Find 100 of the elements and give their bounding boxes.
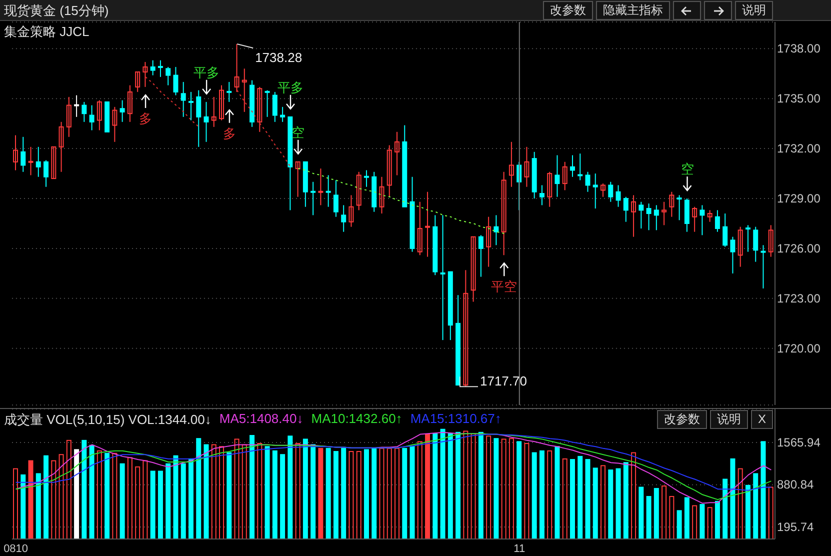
bar — [234, 438, 240, 539]
bar — [58, 454, 64, 539]
bar — [638, 486, 644, 539]
candlestick — [135, 71, 140, 92]
bar — [676, 510, 682, 539]
candlestick — [394, 131, 400, 176]
bar — [13, 468, 18, 539]
annotation: 空 — [680, 162, 694, 177]
candlestick — [592, 173, 598, 210]
bar — [600, 465, 606, 539]
y-tick-label: 880.84 — [777, 478, 814, 492]
bar — [302, 438, 308, 539]
series-label: MA15:1310.67↑ — [410, 411, 502, 428]
candlestick — [28, 146, 34, 176]
annotation: 多 — [222, 126, 236, 141]
candlestick — [722, 213, 728, 248]
chart-title: 现货黄金 (15分钟) — [4, 2, 109, 20]
bar — [295, 443, 300, 539]
candlestick — [600, 183, 606, 198]
annotation: X — [750, 410, 773, 429]
bar — [547, 450, 552, 539]
candlestick — [112, 106, 118, 142]
candlestick — [578, 153, 583, 181]
bar — [592, 468, 598, 539]
candlestick — [280, 106, 286, 122]
candlestick — [96, 100, 102, 131]
annotation: 平空 — [491, 279, 518, 294]
candlestick — [486, 216, 492, 268]
bar — [631, 452, 636, 539]
bar — [333, 451, 338, 539]
bar — [463, 430, 468, 539]
candlestick — [66, 96, 72, 138]
bar — [486, 436, 492, 539]
bar — [562, 458, 568, 539]
bar — [166, 463, 171, 539]
chart-title: 成交量 VOL(5,10,15) VOL:1344.00↓ — [4, 411, 212, 429]
bar — [470, 433, 476, 539]
annotation: 1717.70 — [480, 374, 527, 389]
bar — [402, 448, 408, 539]
y-tick-label: 1738.00 — [777, 42, 821, 56]
bar — [142, 460, 148, 539]
bar — [516, 441, 522, 539]
candlestick — [13, 134, 18, 171]
bar — [616, 468, 621, 539]
bar — [432, 433, 438, 539]
bar — [135, 466, 140, 539]
bar — [127, 457, 132, 539]
bar — [410, 446, 415, 539]
bar — [738, 468, 743, 539]
bar — [654, 488, 659, 539]
bar — [730, 458, 736, 539]
y-tick-label: 1729.00 — [777, 192, 821, 206]
chart-subtitle: 集金策略 JJCL — [4, 23, 90, 41]
candlestick — [51, 146, 56, 180]
bar — [348, 451, 354, 539]
bar — [372, 448, 377, 539]
candlestick — [333, 180, 338, 218]
bar — [280, 454, 286, 539]
candlestick — [547, 171, 552, 208]
candlestick — [234, 43, 240, 92]
bar — [250, 434, 255, 539]
bar — [554, 446, 560, 539]
bar — [242, 444, 247, 539]
y-tick-label: 1735.00 — [777, 92, 821, 106]
candlestick — [204, 101, 209, 142]
y-tick-label: 1565.94 — [777, 436, 821, 450]
bar — [104, 452, 110, 539]
candlestick — [524, 146, 530, 188]
x-tick-label: 0810 — [4, 543, 28, 555]
candlestick — [341, 204, 346, 232]
candlestick — [463, 270, 468, 388]
bar — [272, 450, 278, 539]
candlestick — [348, 194, 354, 228]
candlestick — [188, 91, 194, 121]
candlestick — [127, 84, 132, 122]
bar — [646, 496, 652, 539]
candlestick — [166, 66, 171, 86]
bar — [425, 434, 430, 539]
candlestick — [494, 214, 499, 246]
candlestick — [508, 141, 514, 188]
bar — [150, 470, 156, 539]
candlestick — [470, 236, 476, 302]
bar — [180, 463, 186, 539]
bar — [44, 455, 49, 539]
candlestick — [570, 154, 575, 178]
bar — [356, 451, 362, 539]
candlestick — [272, 91, 278, 122]
candlestick — [700, 204, 705, 236]
candlestick — [20, 136, 26, 172]
candlestick — [585, 171, 590, 192]
candlestick — [379, 176, 384, 214]
bar — [364, 449, 369, 539]
candlestick — [295, 161, 300, 198]
candlestick — [745, 224, 750, 252]
bar — [585, 459, 590, 539]
candlestick — [616, 184, 621, 208]
annotation: 平多 — [277, 80, 304, 95]
bar — [20, 474, 26, 539]
candlestick — [74, 94, 80, 118]
candlestick — [608, 181, 614, 202]
